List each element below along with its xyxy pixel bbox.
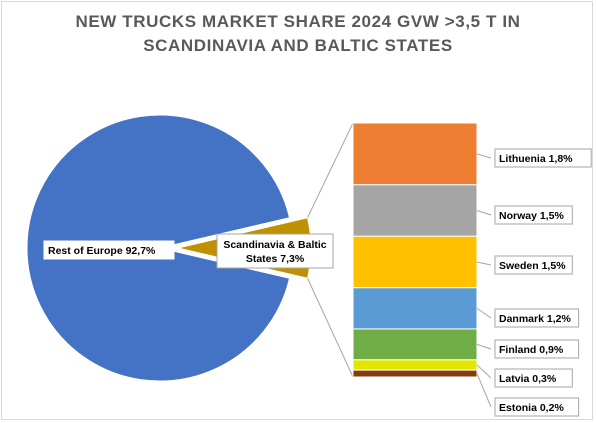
leader-line-danmark xyxy=(476,307,492,319)
data-label-box-lithuenia xyxy=(494,148,592,168)
chart-title-line-1: NEW TRUCKS MARKET SHARE 2024 GVW >3,5 T … xyxy=(75,12,521,31)
leader-line-latvia xyxy=(476,364,492,379)
data-label-box-danmark xyxy=(494,308,580,328)
chart-title-line-2: SCANDINAVIA AND BALTIC STATES xyxy=(143,36,453,55)
data-label-box-rest-of-europe xyxy=(43,240,175,260)
bar-segment-lithuenia xyxy=(352,122,478,186)
leader-line-finland xyxy=(476,343,492,350)
bar-segment-latvia xyxy=(352,359,478,371)
connector-line-top xyxy=(307,122,354,218)
data-label-estonia: Estonia 0,2% xyxy=(499,402,564,414)
bar-segment-norway xyxy=(352,184,478,237)
leader-line-sweden xyxy=(476,261,492,266)
leader-line-lithuenia xyxy=(476,153,492,159)
data-label-norway: Norway 1,5% xyxy=(499,210,564,222)
data-label-box-scandinavia-baltic xyxy=(216,233,334,269)
leader-line-estonia xyxy=(476,373,492,408)
data-label-rest-of-europe: Rest of Europe 92,7% xyxy=(48,245,156,257)
data-label-latvia: Latvia 0,3% xyxy=(499,373,557,385)
bar-segment-finland xyxy=(352,328,478,361)
data-label-scandinavia-baltic-line-1: Scandinavia & Baltic xyxy=(223,239,326,251)
data-label-box-estonia xyxy=(494,397,580,417)
data-label-danmark: Danmark 1,2% xyxy=(499,313,571,325)
data-label-sweden: Sweden 1,5% xyxy=(499,260,566,272)
data-label-scandinavia-baltic-line-2: States 7,3% xyxy=(246,253,305,265)
data-label-box-latvia xyxy=(494,368,573,388)
data-label-lithuenia: Lithuenia 1,8% xyxy=(499,153,573,165)
data-label-box-norway xyxy=(494,205,573,225)
bar-segment-sweden xyxy=(352,235,478,289)
data-label-box-finland xyxy=(494,339,580,359)
chart-title: NEW TRUCKS MARKET SHARE 2024 GVW >3,5 T … xyxy=(0,10,596,58)
connector-line-bottom xyxy=(307,278,354,378)
data-label-box-sweden xyxy=(494,255,573,275)
bar-segment-estonia xyxy=(352,369,478,378)
bar-segment-danmark xyxy=(352,287,478,330)
leader-line-norway xyxy=(476,210,492,216)
data-label-finland: Finland 0,9% xyxy=(499,344,564,356)
